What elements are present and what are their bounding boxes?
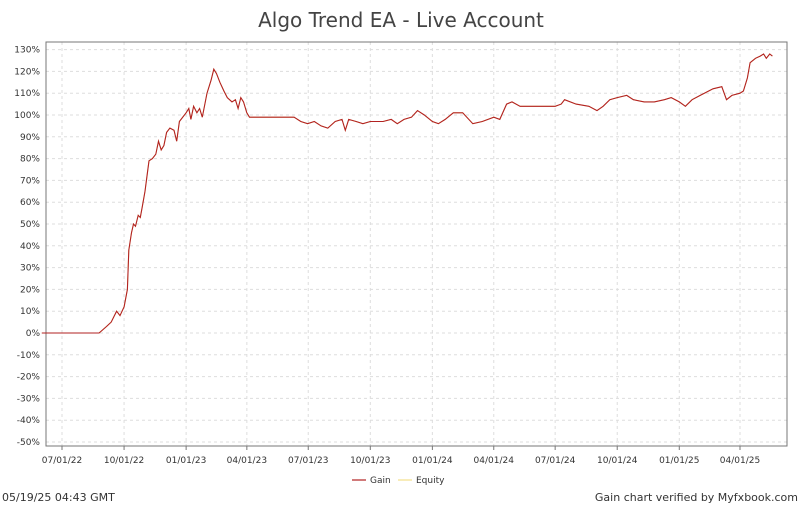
- y-tick-label: 30%: [20, 264, 40, 274]
- y-tick-label: 50%: [20, 220, 40, 230]
- y-tick-label: 90%: [20, 133, 40, 143]
- y-tick-label: -10%: [17, 351, 41, 361]
- x-tick-label: 07/01/22: [42, 456, 82, 466]
- x-tick-label: 01/01/25: [659, 456, 699, 466]
- legend: Gain Equity: [352, 476, 445, 486]
- verified-by-label: Gain chart verified by Myfxbook.com: [594, 491, 798, 504]
- y-tick-label: 10%: [20, 307, 40, 317]
- x-tick-label: 07/01/24: [535, 456, 576, 466]
- y-tick-label: 110%: [14, 89, 40, 99]
- legend-label-equity: Equity: [416, 476, 445, 486]
- x-tick-label: 04/01/25: [720, 456, 760, 466]
- x-tick-label: 10/01/24: [597, 456, 638, 466]
- x-tick-label: 01/01/24: [412, 456, 453, 466]
- legend-label-gain: Gain: [370, 476, 391, 486]
- y-tick-label: 80%: [20, 155, 40, 165]
- chart-title: Algo Trend EA - Live Account: [258, 8, 544, 32]
- series-line-gain: [41, 53, 773, 334]
- y-tick-label: -50%: [17, 438, 41, 448]
- grid: [46, 42, 787, 446]
- y-tick-label: 0%: [26, 329, 41, 339]
- plot-area-border: [45, 41, 788, 447]
- y-tick-label: 40%: [20, 242, 40, 252]
- timestamp-label: 05/19/25 04:43 GMT: [2, 491, 115, 504]
- x-tick-label: 10/01/23: [350, 456, 390, 466]
- y-tick-label: 20%: [20, 285, 40, 295]
- y-tick-label: 60%: [20, 198, 40, 208]
- x-tick-label: 10/01/22: [104, 456, 144, 466]
- y-axis-ticks: 130% 120% 110% 100% 90% 80% 70% 60% 50% 40% 30% 20%…: [14, 46, 40, 448]
- series: [41, 53, 773, 334]
- y-tick-label: -40%: [17, 416, 41, 426]
- series-line-equity: [41, 53, 773, 334]
- y-tick-label: 70%: [20, 176, 40, 186]
- y-tick-label: 120%: [14, 67, 40, 77]
- y-tick-label: 130%: [14, 46, 40, 56]
- x-tick-label: 07/01/23: [288, 456, 328, 466]
- y-tick-label: -30%: [17, 394, 41, 404]
- x-tick-label: 04/01/24: [474, 456, 515, 466]
- x-tick-label: 04/01/23: [227, 456, 267, 466]
- x-axis-ticks: 07/01/22 10/01/22 01/01/23 04/01/23 07/01/23…: [42, 446, 760, 466]
- y-tick-label: -20%: [17, 373, 41, 383]
- y-tick-label: 100%: [14, 111, 40, 121]
- x-tick-label: 01/01/23: [166, 456, 206, 466]
